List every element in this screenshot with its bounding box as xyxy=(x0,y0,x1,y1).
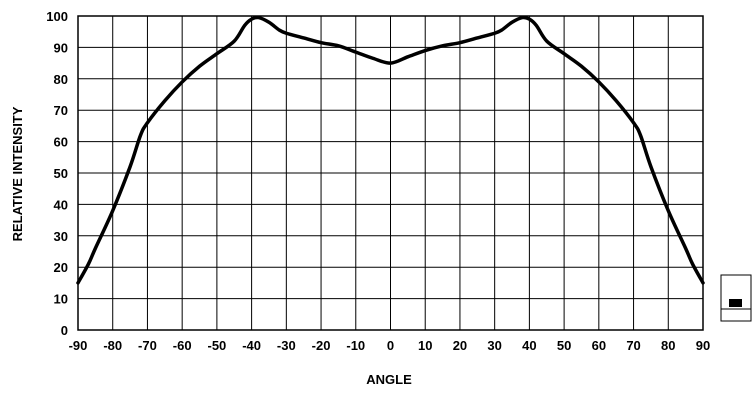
y-tick-label: 10 xyxy=(54,292,68,307)
legend-box xyxy=(720,274,752,322)
x-tick-label: 90 xyxy=(696,338,710,353)
x-tick-label: -90 xyxy=(69,338,88,353)
x-tick-label: 80 xyxy=(661,338,675,353)
y-axis-label: RELATIVE INTENSITY xyxy=(10,106,25,241)
y-tick-label: 20 xyxy=(54,260,68,275)
x-tick-label: 40 xyxy=(522,338,536,353)
x-tick-label: 10 xyxy=(418,338,432,353)
x-tick-label: -60 xyxy=(173,338,192,353)
y-tick-label: 70 xyxy=(54,103,68,118)
x-tick-label: -50 xyxy=(207,338,226,353)
x-tick-label: 60 xyxy=(592,338,606,353)
x-tick-label: -20 xyxy=(312,338,331,353)
x-tick-label: -30 xyxy=(277,338,296,353)
x-tick-label: 70 xyxy=(626,338,640,353)
x-tick-label: 30 xyxy=(487,338,501,353)
y-tick-label: 80 xyxy=(54,72,68,87)
legend-frame xyxy=(720,274,752,322)
x-tick-label: -10 xyxy=(346,338,365,353)
y-tick-label: 0 xyxy=(61,323,68,338)
x-tick-label: 50 xyxy=(557,338,571,353)
x-axis-label: ANGLE xyxy=(366,372,412,387)
legend-swatch xyxy=(729,299,742,307)
x-tick-label: 20 xyxy=(453,338,467,353)
y-tick-label: 60 xyxy=(54,135,68,150)
x-tick-label: 0 xyxy=(387,338,394,353)
chart-tick-labels: -90 -80 -70 -60 -50 -40 -30 -20 -10 0 10 20 30 40 50 60… xyxy=(46,9,710,353)
y-tick-label: 40 xyxy=(54,197,68,212)
chart-grid xyxy=(77,15,704,331)
y-tick-label: 90 xyxy=(54,40,68,55)
y-tick-label: 100 xyxy=(46,9,68,24)
intensity-series-line xyxy=(76,15,705,285)
x-tick-label: -70 xyxy=(138,338,157,353)
plot-frame xyxy=(77,15,704,331)
x-tick-label: -40 xyxy=(242,338,261,353)
y-tick-label: 30 xyxy=(54,229,68,244)
chart-series xyxy=(76,15,705,285)
x-tick-label: -80 xyxy=(103,338,122,353)
y-tick-label: 50 xyxy=(54,166,68,181)
